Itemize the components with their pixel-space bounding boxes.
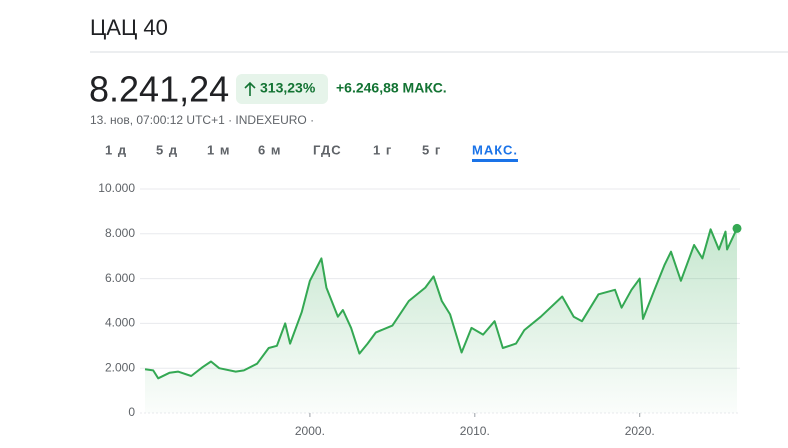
price: 8.241,24 (89, 69, 229, 110)
subtitle: 13. нов, 07:00:12 UTC+1 · INDEXEURO · (90, 113, 314, 127)
y-tick-label: 8.000 (105, 226, 135, 240)
y-tick-label: 6.000 (105, 271, 135, 285)
plot: 0 2.000 4.000 6.000 8.000 10.000 2000. 2010. 202… (98, 181, 742, 438)
range-tab[interactable]: 1 м (207, 142, 230, 157)
y-tick-label: 0 (128, 405, 135, 419)
range-tab[interactable]: 1 д (105, 142, 127, 157)
last-point (732, 223, 742, 233)
up-arrow (244, 81, 256, 96)
price-line (144, 227, 738, 380)
range-tab[interactable]: 1 г (373, 142, 392, 157)
y-tick-label: 10.000 (98, 181, 135, 195)
tabs: 1 д 5 д 1 м 6 м ГДС 1 г 5 г МАКС. (105, 142, 518, 162)
x-tick-label: 2010. (460, 424, 490, 438)
change-percent: 313,23% (260, 80, 316, 96)
change: +6.246,88 МАКС. (336, 80, 447, 96)
area (145, 228, 737, 413)
title: ЦАЦ 40 (90, 15, 168, 40)
range-tab[interactable]: МАКС. (472, 142, 518, 157)
range-tab[interactable]: 5 д (156, 142, 178, 157)
range-tab[interactable]: 6 м (258, 142, 281, 157)
change-badge (236, 74, 328, 104)
active-underline (472, 159, 518, 162)
x-tick-label: 2000. (295, 424, 325, 438)
y-tick-label: 2.000 (105, 360, 135, 374)
x-tick-label: 2020. (625, 424, 655, 438)
range-tab[interactable]: ГДС (313, 142, 342, 157)
range-tab[interactable]: 5 г (422, 142, 441, 157)
y-tick-label: 4.000 (105, 316, 135, 330)
